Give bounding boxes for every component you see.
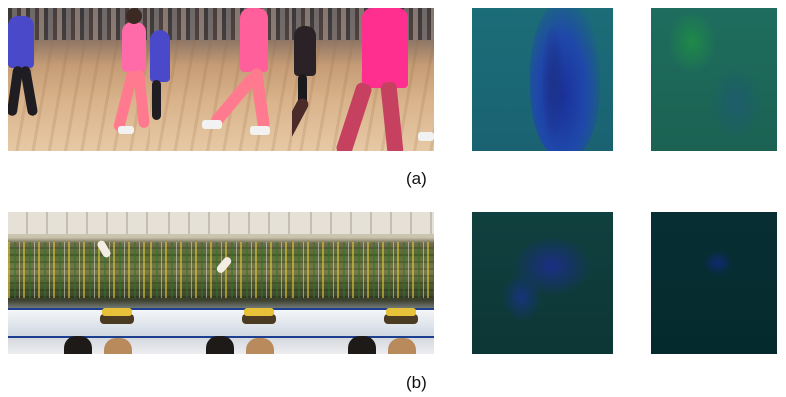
row-b-caption: (b)	[406, 373, 427, 392]
vault-table-top	[244, 308, 274, 316]
row-a-heatmap-1	[472, 8, 613, 151]
dancer-legs	[19, 65, 39, 117]
dancer-shoe	[202, 120, 222, 129]
dancer-legs	[152, 80, 161, 120]
row-b-frame-strip	[8, 212, 434, 354]
row-a-caption: (a)	[406, 169, 427, 188]
row-b-heatmap-1	[472, 212, 613, 354]
row-b-frame-1	[8, 212, 150, 354]
spectator-stands	[292, 242, 434, 298]
dancer-legs	[298, 74, 307, 110]
dancer-shoe	[250, 126, 270, 135]
row-a-frame-strip	[8, 8, 434, 151]
row-b-frame-3	[292, 212, 434, 354]
background-dancers	[150, 8, 292, 40]
vault-table	[242, 314, 276, 324]
heatmap-activation	[542, 28, 564, 138]
spectator-head	[388, 338, 416, 354]
dancer-shoe	[118, 126, 134, 134]
spectator-head	[348, 336, 376, 354]
arena-roof	[292, 212, 434, 234]
dancer-head	[126, 8, 142, 24]
row-a-frame-2	[150, 8, 292, 151]
dancer-legs	[249, 67, 271, 131]
dancer-pink	[122, 22, 146, 72]
dancer-legs	[334, 81, 374, 151]
heatmap-activation	[669, 12, 715, 72]
dancer-pink	[362, 8, 408, 88]
spectator-head	[64, 336, 92, 354]
dancer-black	[294, 26, 316, 76]
vault-table-top	[102, 308, 132, 316]
row-a-frame-3	[292, 8, 434, 151]
dancer-blue	[8, 16, 34, 68]
vault-table-top	[386, 308, 416, 316]
vault-table	[384, 314, 418, 324]
dancer-legs	[132, 69, 150, 129]
heatmap-activation	[703, 250, 733, 276]
row-a-heatmap-2	[651, 8, 777, 151]
dancer-pink	[240, 8, 268, 72]
heatmap-activation	[502, 272, 542, 322]
row-b-frame-2	[150, 212, 292, 354]
dancer-legs	[380, 81, 404, 151]
spectator-head	[104, 338, 132, 354]
vault-table	[100, 314, 134, 324]
row-b-heatmap-2	[651, 212, 777, 354]
heatmap-activation	[530, 8, 600, 151]
dancer-arm	[292, 96, 311, 151]
arena-roof	[150, 212, 292, 234]
heatmap-activation	[711, 68, 761, 138]
dancer-shoe	[418, 132, 434, 141]
spectator-head	[206, 336, 234, 354]
arena-roof	[8, 212, 150, 234]
spectator-head	[246, 338, 274, 354]
dancer-blue	[150, 30, 170, 82]
spectator-stands	[8, 242, 150, 298]
row-a-frame-1	[8, 8, 150, 151]
